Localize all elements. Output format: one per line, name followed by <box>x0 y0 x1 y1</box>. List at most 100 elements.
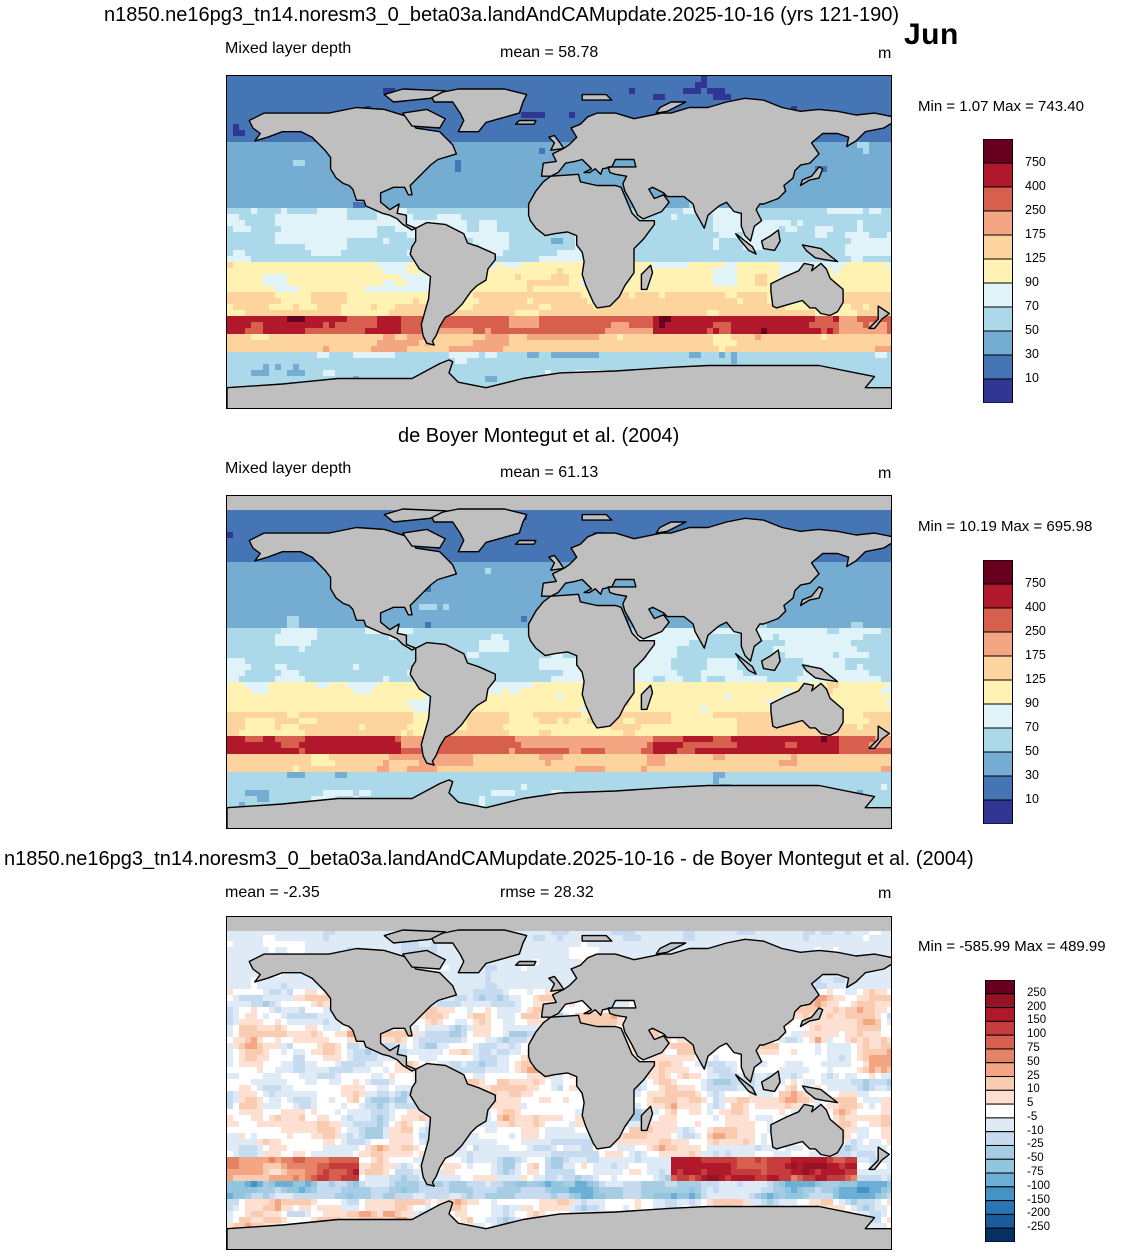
landmass-sumatra <box>735 232 757 255</box>
missing-data-region <box>227 917 891 931</box>
colorbar-tick-label: 10 <box>1027 1083 1040 1096</box>
colorbar-tick-label: 125 <box>1025 251 1046 265</box>
colorbar-swatch <box>985 1172 1015 1188</box>
landmass-borneo <box>760 649 781 672</box>
colorbar-tick-label: 30 <box>1025 768 1039 782</box>
colorbar-swatch <box>983 583 1013 609</box>
colorbar-tick-label: -50 <box>1027 1152 1044 1165</box>
colorbar-swatch <box>983 655 1013 681</box>
panel-1-minmax: Min = 1.07 Max = 743.40 <box>918 98 1084 115</box>
colorbar-swatch <box>983 306 1013 332</box>
landmass-sumatra <box>735 1073 757 1096</box>
panel-1-units: m <box>878 45 892 62</box>
landmass-antarctica <box>227 359 891 408</box>
colorbar-swatch <box>985 993 1015 1009</box>
colorbar-tick-label: 50 <box>1027 1055 1040 1068</box>
panel-3-map <box>226 916 892 1250</box>
colorbar-swatch <box>983 607 1013 633</box>
panel-2-mean: mean = 61.13 <box>500 464 599 481</box>
colorbar-tick-label: 175 <box>1025 227 1046 241</box>
colorbar-tick-label: -5 <box>1027 1110 1038 1123</box>
panel-3-units: m <box>878 885 892 902</box>
landmass-northAmerica <box>248 106 458 231</box>
colorbar-tick-label: -25 <box>1027 1138 1044 1151</box>
landmass-southAmerica <box>409 221 496 346</box>
colorbar-swatch <box>983 354 1013 380</box>
colorbar-swatch <box>983 775 1013 801</box>
landmass-greenland <box>429 88 528 133</box>
colorbar-swatch <box>985 1007 1015 1022</box>
landmass-novayaZemlya <box>655 521 687 534</box>
colorbar-tick-label: 90 <box>1025 275 1039 289</box>
colorbar-tick-label: 750 <box>1025 155 1046 169</box>
colorbar-tick-label: 250 <box>1027 986 1047 999</box>
landmass-greatBritain <box>548 975 565 992</box>
landmass-antarctica <box>227 779 891 828</box>
colorbar-tick-label: 75 <box>1027 1041 1040 1054</box>
missing-data-region <box>227 496 891 510</box>
colorbar-swatch <box>985 1076 1015 1091</box>
panel-3-title: n1850.ne16pg3_tn14.noresm3_0_beta03a.lan… <box>4 848 974 870</box>
panel-2-units: m <box>878 465 892 482</box>
landmass-southAmerica <box>409 1062 496 1187</box>
colorbar-swatch <box>983 330 1013 356</box>
colorbar-tick-label: 70 <box>1025 299 1039 313</box>
landmass-svalbard <box>581 93 613 101</box>
panel-3-mean: mean = -2.35 <box>225 884 320 901</box>
landmass-newZealand <box>868 1146 890 1171</box>
colorbar-swatch <box>985 1227 1015 1242</box>
colorbar-tick-label: -200 <box>1027 1207 1051 1220</box>
colorbar-tick-label: -75 <box>1027 1166 1044 1179</box>
colorbar-tick-label: -250 <box>1027 1221 1051 1234</box>
month-label: Jun <box>904 18 959 51</box>
colorbar-swatch <box>983 751 1013 777</box>
landmass-svalbard <box>581 513 613 521</box>
panel-3-colorbar: 250 200 150 100 75 50 25 10 5 -5 -10 -25 -50 -75 -100-… <box>985 980 1050 1242</box>
colorbar-swatch <box>985 1186 1015 1202</box>
landmass-iceland <box>514 960 537 966</box>
colorbar-tick-label: 25 <box>1027 1069 1040 1082</box>
colorbar-tick-label: 100 <box>1027 1028 1047 1041</box>
colorbar-swatch <box>985 1131 1015 1146</box>
landmass-greenland <box>429 508 528 553</box>
panel-1-mean: mean = 58.78 <box>500 44 599 61</box>
landmass-baffin <box>402 108 447 129</box>
landmass-newGuinea <box>801 664 839 683</box>
colorbar-swatch <box>983 234 1013 260</box>
colorbar-swatch <box>983 210 1013 236</box>
landmass-baffin <box>402 949 447 970</box>
colorbar-tick-label: 400 <box>1025 600 1046 614</box>
landmass-madagascar <box>640 1105 654 1132</box>
panel-2-map <box>226 495 892 829</box>
panel-2-title: de Boyer Montegut et al. (2004) <box>398 425 680 447</box>
panel-1-variable-label: Mixed layer depth <box>225 40 352 57</box>
colorbar-swatch <box>983 703 1013 729</box>
colorbar-tick-label: 10 <box>1025 371 1039 385</box>
landmass-africa <box>527 173 656 309</box>
colorbar-swatch <box>985 1117 1015 1133</box>
colorbar-swatch <box>983 679 1013 705</box>
main-title: n1850.ne16pg3_tn14.noresm3_0_beta03a.lan… <box>104 4 900 26</box>
colorbar-swatch <box>985 1062 1015 1078</box>
colorbar-swatch <box>985 980 1015 995</box>
colorbar-tick-label: 50 <box>1025 744 1039 758</box>
panel-2-colorbar: 750 400 250 175 125 90 70 50 30 10 <box>983 560 1046 824</box>
landmass-novayaZemlya <box>655 101 687 114</box>
colorbar-tick-label: 90 <box>1025 696 1039 710</box>
landmass-borneo <box>760 1070 781 1093</box>
landmass-iceland <box>514 119 537 125</box>
colorbar-swatch <box>985 1158 1015 1174</box>
landmass-greenland <box>429 929 528 974</box>
landmass-australia <box>770 1103 844 1158</box>
landmass-borneo <box>760 229 781 252</box>
colorbar-swatch <box>983 799 1013 824</box>
colorbar-tick-label: -100 <box>1027 1179 1051 1192</box>
colorbar-swatch <box>985 1048 1015 1064</box>
landmass-northAmerica <box>248 947 458 1072</box>
landmass-northAmerica <box>248 526 458 651</box>
panel-2-variable-label: Mixed layer depth <box>225 460 352 477</box>
colorbar-swatch <box>983 162 1013 188</box>
landmass-svalbard <box>581 934 613 942</box>
landmass-eurasia <box>540 517 891 662</box>
colorbar-swatch <box>985 1034 1015 1050</box>
